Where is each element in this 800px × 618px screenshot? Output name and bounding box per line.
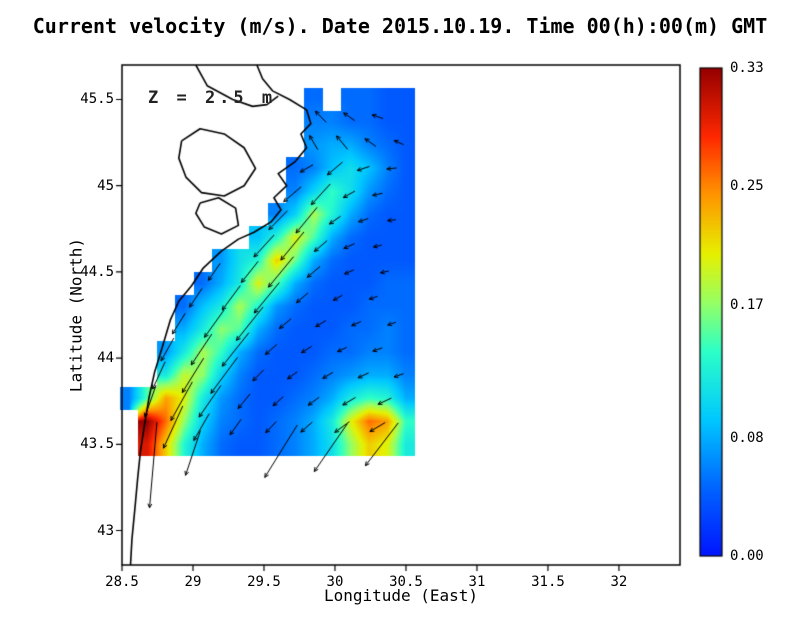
y-tick-label: 45.5: [80, 91, 114, 108]
depth-annotation: Z = 2.5 m: [148, 88, 277, 108]
x-tick-label: 30.5: [389, 574, 423, 590]
x-tick-label: 30: [326, 574, 344, 590]
colorbar-tick-label: 0.00: [730, 548, 764, 564]
chart-title: Current velocity (m/s). Date 2015.10.19.…: [32, 14, 768, 38]
y-axis-label: Latitude (North): [66, 237, 86, 393]
colorbar-tick-label: 0.25: [730, 178, 764, 195]
x-tick-label: 29: [184, 574, 202, 590]
y-tick-label: 43.5: [80, 436, 114, 453]
y-tick-label: 44: [97, 350, 114, 367]
colorbar-tick-label: 0.08: [730, 429, 764, 446]
x-tick-label: 32: [610, 574, 628, 590]
x-tick-label: 31: [468, 574, 486, 590]
x-tick-label: 29.5: [247, 574, 281, 590]
colorbar-tick-label: 0.33: [730, 60, 764, 76]
y-tick-label: 45: [97, 177, 114, 194]
y-tick-label: 44.5: [80, 263, 114, 280]
x-tick-label: 31.5: [531, 574, 565, 590]
x-tick-label: 28.5: [105, 574, 139, 590]
colorbar-tick-label: 0.17: [730, 296, 764, 313]
x-axis-label: Longitude (East): [323, 586, 479, 605]
y-tick-label: 43: [97, 522, 114, 539]
